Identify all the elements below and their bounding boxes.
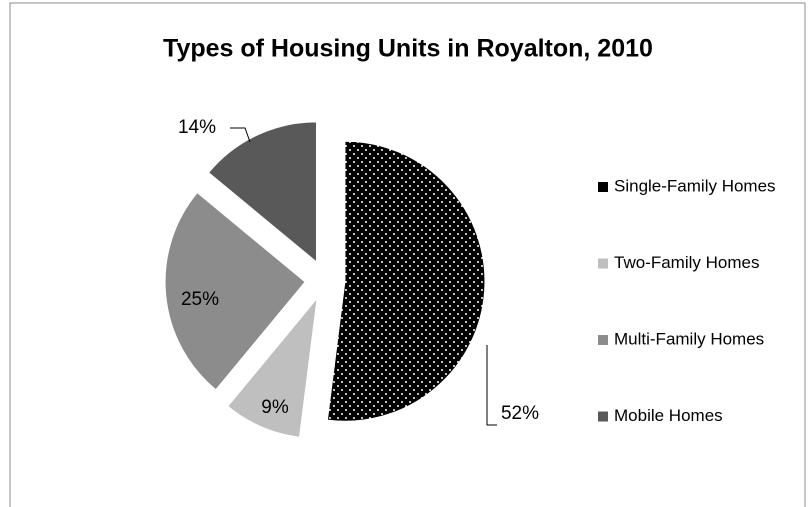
pie-slice (227, 296, 318, 438)
pie-slice (164, 191, 306, 391)
legend-swatch (598, 335, 608, 345)
leader-line (230, 127, 251, 143)
chart-frame (9, 2, 806, 507)
legend-swatch (598, 182, 608, 192)
data-label: 14% (178, 117, 216, 138)
legend-swatch (598, 258, 608, 269)
leader-line (486, 345, 497, 426)
pie-slice (326, 140, 486, 422)
legend-label: Single-Family Homes (614, 176, 776, 195)
legend-swatch (598, 411, 608, 422)
legend-label: Multi-Family Homes (614, 329, 764, 348)
pie-slice (207, 121, 317, 263)
data-label: 25% (181, 289, 219, 310)
legend-label: Mobile Homes (614, 406, 723, 425)
legend-label: Two-Family Homes (614, 253, 759, 272)
data-label: 52% (501, 403, 539, 424)
chart-title: Types of Housing Units in Royalton, 2010 (163, 35, 653, 63)
data-label: 9% (261, 397, 289, 418)
